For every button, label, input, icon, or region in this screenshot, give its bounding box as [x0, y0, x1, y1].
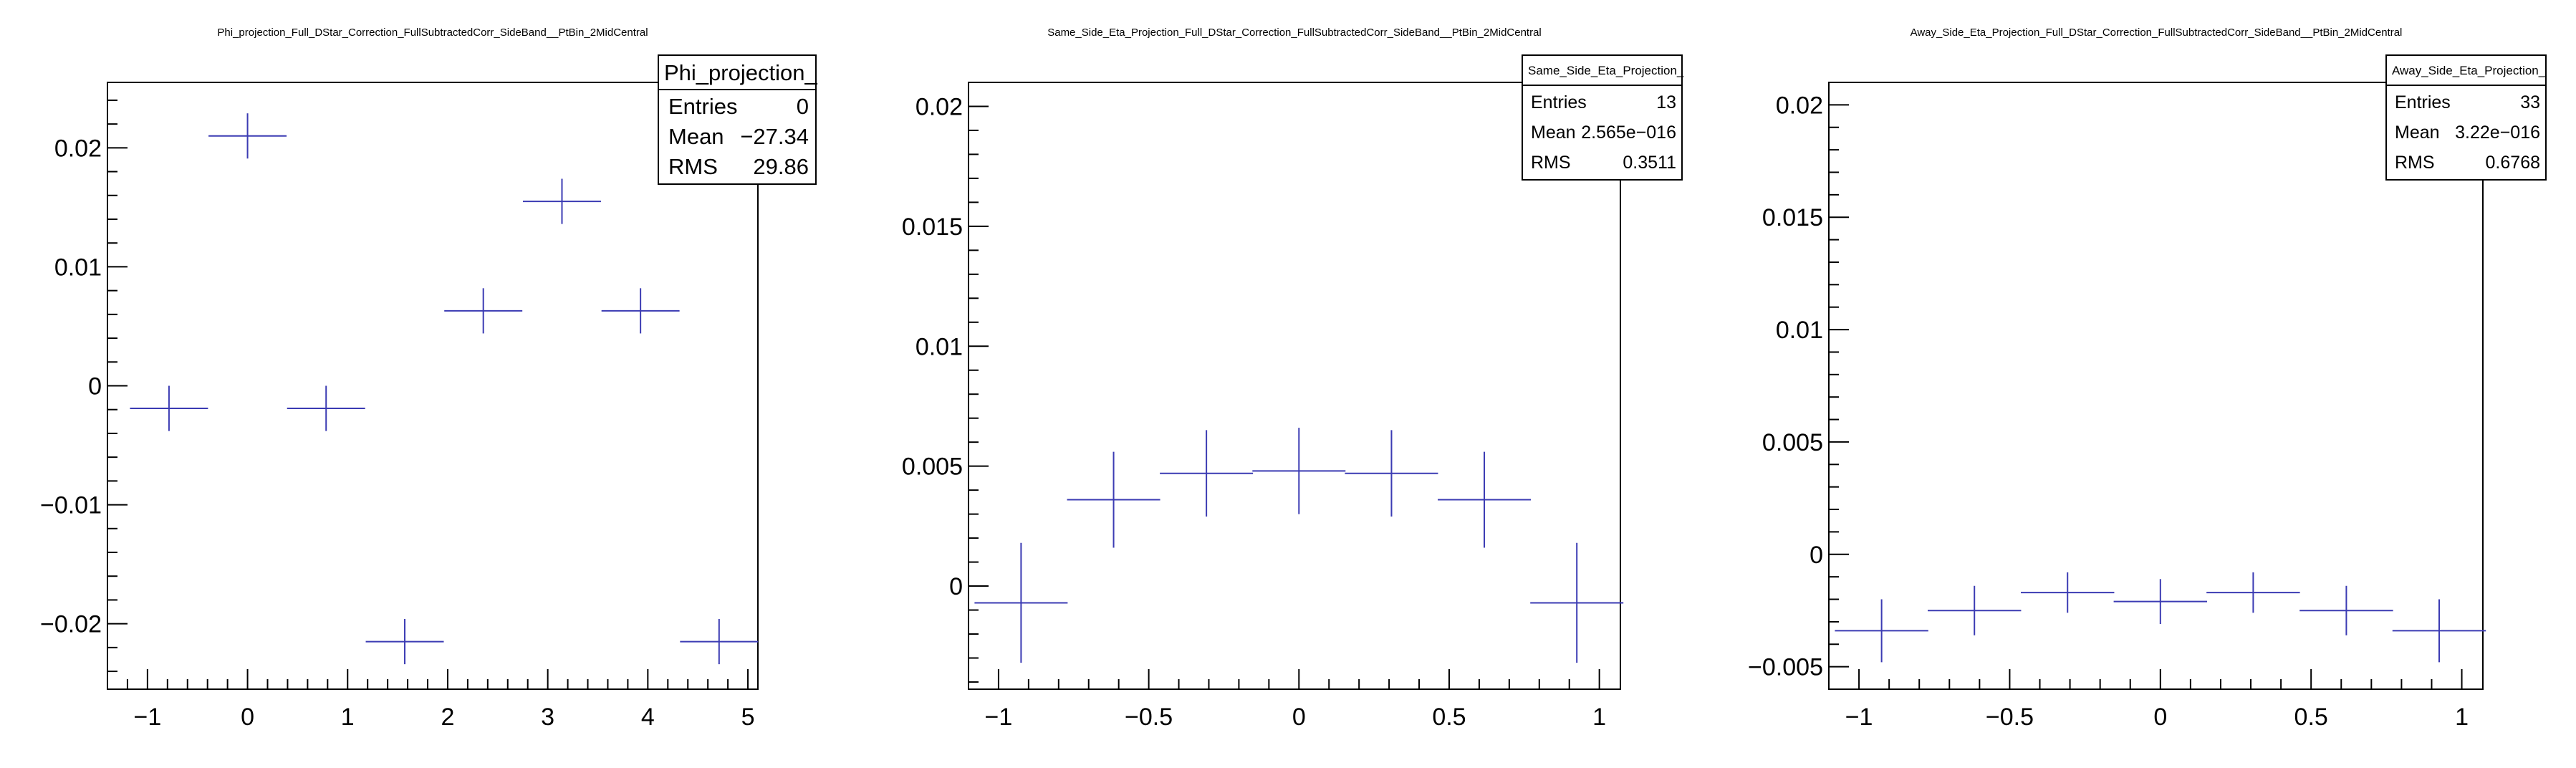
y-tick-label: 0	[88, 373, 102, 400]
x-tick-label: −0.5	[1125, 704, 1173, 731]
stats-row-label: Entries	[668, 94, 737, 119]
stats-box: Phi_projection_ Entries 0 Mean −27.34 RMS 29.8…	[658, 54, 817, 185]
x-tick-label: 5	[741, 704, 755, 731]
x-tick-label: −1	[1845, 704, 1873, 731]
stats-box-title: Same_Side_Eta_Projection_	[1528, 64, 1684, 77]
x-tick-label: 0	[2153, 704, 2167, 731]
y-tick-label: 0.005	[1762, 429, 1823, 456]
y-tick-label: 0.02	[54, 135, 102, 162]
data-point	[2392, 599, 2486, 663]
x-tick-label: −1	[133, 704, 161, 731]
stats-row-label: Mean	[1531, 123, 1576, 143]
stats-row-value: 13	[1656, 92, 1676, 112]
stats-row-value: 0	[797, 94, 809, 119]
x-tick-label: 0.5	[2294, 704, 2328, 731]
data-point	[2113, 579, 2208, 625]
data-point	[680, 619, 759, 665]
y-tick-label: −0.01	[40, 492, 102, 519]
x-tick-label: 1	[341, 704, 355, 731]
plot-title: Away_Side_Eta_Projection_Full_DStar_Corr…	[1911, 27, 2403, 39]
x-tick-label: 0	[241, 704, 254, 731]
stats-box: Away_Side_Eta_Projection_ Entries 33 Mean 3.…	[2385, 54, 2547, 181]
plot-frame	[1828, 82, 2484, 690]
stats-box: Same_Side_Eta_Projection_ Entries 13 Mean 2.…	[1522, 54, 1684, 181]
data-point	[1530, 542, 1624, 663]
plot-frame	[968, 82, 1621, 690]
data-point	[523, 178, 601, 224]
data-point	[2021, 572, 2115, 613]
data-point	[365, 619, 444, 665]
stats-row-label: Mean	[2395, 123, 2440, 143]
data-point	[1252, 428, 1346, 514]
data-point	[1438, 451, 1532, 548]
plot-panel-1: Phi_projection_Full_DStar_Correction_Ful…	[40, 27, 817, 731]
stats-row-value: −27.34	[740, 124, 809, 149]
y-tick-label: 0.02	[1776, 92, 1823, 119]
plot-title: Same_Side_Eta_Projection_Full_DStar_Corr…	[1047, 27, 1542, 39]
stats-row-label: Entries	[1531, 92, 1587, 112]
stats-row-label: RMS	[2395, 153, 2435, 173]
stats-row-value: 2.565e−016	[1581, 123, 1676, 143]
data-point	[601, 288, 680, 334]
x-tick-label: 4	[641, 704, 655, 731]
data-point	[2206, 572, 2300, 613]
stats-row-label: RMS	[668, 154, 718, 179]
stats-box-title: Phi_projection_	[664, 60, 817, 85]
stats-row-value: 29.86	[753, 154, 809, 179]
y-tick-label: 0.015	[902, 213, 963, 241]
y-tick-label: −0.005	[1748, 654, 1823, 681]
data-point	[444, 288, 523, 334]
x-tick-label: 2	[441, 704, 454, 731]
data-point	[1835, 599, 1928, 663]
x-tick-label: 1	[2455, 704, 2469, 731]
y-tick-label: 0	[949, 573, 963, 600]
data-point	[1345, 430, 1438, 517]
stats-row-value: 0.3511	[1623, 153, 1676, 173]
stats-row-value: 0.6768	[2486, 153, 2540, 173]
data-point	[1928, 585, 2022, 635]
stats-box-frame	[658, 54, 817, 185]
plot-panel-3: Away_Side_Eta_Projection_Full_DStar_Corr…	[1748, 27, 2547, 731]
y-tick-label: 0.005	[902, 453, 963, 481]
data-point	[1160, 430, 1254, 517]
x-tick-label: −1	[985, 704, 1013, 731]
y-tick-label: 0.02	[915, 93, 963, 120]
data-point	[1067, 451, 1160, 548]
stats-row-label: Entries	[2395, 92, 2451, 112]
stats-box-frame	[1522, 54, 1683, 181]
y-tick-label: 0.01	[54, 254, 102, 281]
stats-row-label: Mean	[668, 124, 724, 149]
stats-box-frame	[2385, 54, 2547, 181]
y-tick-label: 0.015	[1762, 204, 1823, 231]
x-tick-label: −0.5	[1986, 704, 2034, 731]
data-point	[287, 385, 365, 431]
x-tick-label: 3	[541, 704, 554, 731]
y-tick-label: 0	[1810, 542, 1823, 569]
y-tick-label: −0.02	[40, 611, 102, 638]
stats-row-value: 3.22e−016	[2455, 123, 2540, 143]
x-tick-label: 0.5	[1432, 704, 1466, 731]
x-tick-label: 1	[1592, 704, 1606, 731]
x-tick-label: 0	[1292, 704, 1306, 731]
data-point	[2299, 585, 2393, 635]
stats-row-label: RMS	[1531, 153, 1571, 173]
stats-row-value: 33	[2520, 92, 2540, 112]
data-point	[208, 113, 287, 159]
y-tick-label: 0.01	[1776, 317, 1823, 344]
plot-panel-2: Same_Side_Eta_Projection_Full_DStar_Corr…	[902, 27, 1684, 731]
data-point	[974, 542, 1068, 663]
stats-box-title: Away_Side_Eta_Projection_	[2392, 64, 2546, 77]
data-point	[130, 385, 208, 431]
plot-title: Phi_projection_Full_DStar_Correction_Ful…	[217, 27, 648, 39]
y-tick-label: 0.01	[915, 333, 963, 360]
